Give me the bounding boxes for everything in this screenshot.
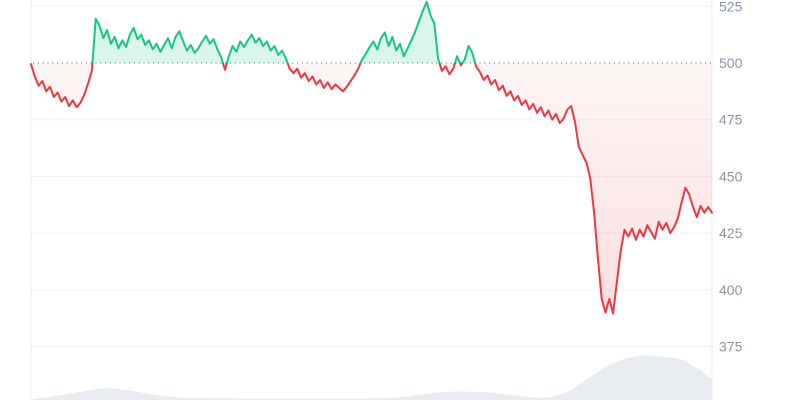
volume-area[interactable] — [31, 355, 712, 400]
price-line-down — [30, 63, 713, 315]
y-axis-label: 500 — [719, 55, 743, 71]
y-axis-label: 475 — [719, 112, 743, 128]
y-axis-label: 425 — [719, 225, 743, 241]
price-line-up — [91, 0, 477, 63]
y-axis-label: 375 — [719, 339, 743, 355]
price-area-up — [31, 1, 712, 63]
y-axis-label: 400 — [719, 282, 743, 298]
y-axis-label: 450 — [719, 168, 743, 184]
y-axis-label: 525 — [719, 0, 743, 14]
price-area-down — [31, 63, 712, 314]
